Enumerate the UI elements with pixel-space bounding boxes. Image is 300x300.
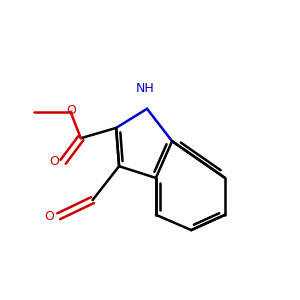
Text: NH: NH	[136, 82, 155, 94]
Text: O: O	[66, 104, 76, 117]
Text: O: O	[49, 155, 59, 168]
Text: O: O	[44, 210, 54, 223]
